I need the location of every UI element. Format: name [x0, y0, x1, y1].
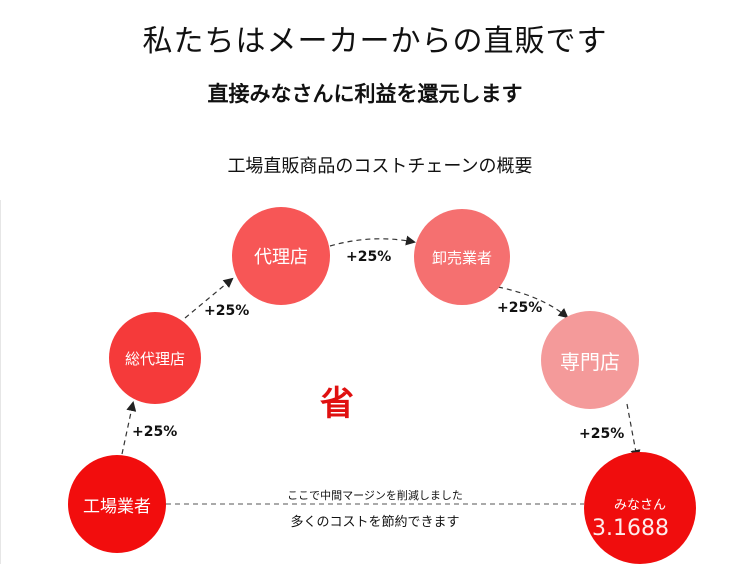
- markup-label: +25%: [204, 303, 250, 319]
- arrow-general-agent-to-agent: [184, 277, 234, 319]
- node-wholesaler-label: 卸売業者: [431, 248, 492, 267]
- node-general-agent-label: 総代理店: [124, 349, 185, 368]
- markup-label: +25%: [497, 300, 543, 316]
- left-border-line: [0, 200, 1, 564]
- node-agent: 代理店: [232, 207, 330, 305]
- node-agent-label: 代理店: [254, 247, 308, 268]
- node-customer: みなさん: [584, 452, 696, 564]
- node-customer-label: みなさん: [613, 498, 666, 513]
- arrow-specialty-store-to-customer: [626, 403, 641, 460]
- watermark-text: 3.1688: [592, 516, 669, 541]
- node-general-agent: 総代理店: [109, 312, 201, 404]
- node-factory: 工場業者: [68, 455, 166, 553]
- bottom-note-line1: ここで中間マージンを削減しました: [287, 489, 463, 502]
- node-specialty-store-label: 専門店: [560, 349, 620, 374]
- markup-label: +25%: [579, 426, 625, 442]
- page-title: 私たちはメーカーからの直販です: [142, 24, 608, 59]
- node-factory-label: 工場業者: [83, 496, 151, 517]
- markup-label: +25%: [132, 424, 178, 440]
- node-wholesaler: 卸売業者: [414, 209, 510, 305]
- markup-label: +25%: [346, 249, 392, 265]
- node-specialty-store: 専門店: [541, 311, 639, 409]
- savings-mark: 省: [320, 384, 354, 424]
- arrow-agent-to-wholesaler: [329, 235, 416, 247]
- page-subtitle: 直接みなさんに利益を還元します: [207, 82, 523, 106]
- overview-heading: 工場直販商品のコストチェーンの概要: [227, 156, 533, 177]
- bottom-note-line2: 多くのコストを節約できます: [290, 515, 460, 530]
